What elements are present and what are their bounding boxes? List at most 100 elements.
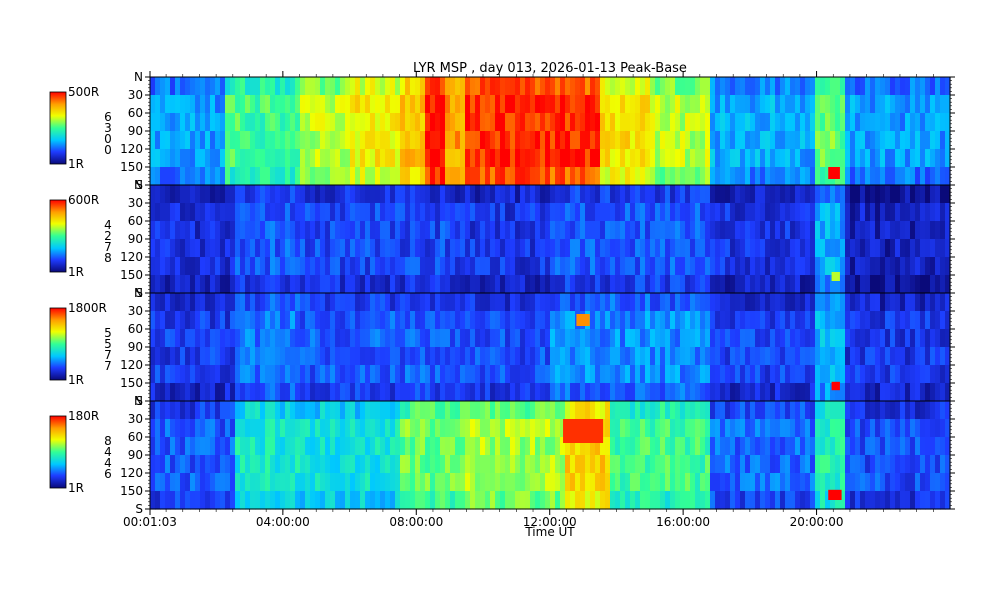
intensity-cell [535,95,541,114]
intensity-cell [445,347,451,366]
intensity-cell [895,257,901,276]
intensity-cell [420,293,426,312]
intensity-cell [655,239,661,258]
intensity-cell [780,491,786,510]
intensity-cell [195,221,201,240]
intensity-cell [450,365,456,384]
intensity-cell [405,437,411,456]
intensity-cell [370,257,376,276]
intensity-cell [595,185,601,204]
intensity-cell [215,491,221,510]
intensity-cell [265,401,271,420]
intensity-cell [785,437,791,456]
intensity-cell [645,365,651,384]
intensity-cell [190,275,196,294]
intensity-cell [845,149,851,168]
intensity-cell [815,203,821,222]
intensity-cell [830,149,836,168]
intensity-cell [260,167,266,186]
intensity-cell [855,455,861,474]
intensity-cell [205,293,211,312]
intensity-cell [605,167,611,186]
intensity-cell [200,167,206,186]
intensity-cell [910,473,916,492]
intensity-cell [230,167,236,186]
intensity-cell [900,293,906,312]
intensity-cell [435,491,441,510]
intensity-cell [460,473,466,492]
intensity-cell [600,95,606,114]
intensity-cell [945,293,951,312]
intensity-cell [610,203,616,222]
intensity-cell [490,239,496,258]
intensity-cell [865,347,871,366]
intensity-cell [710,491,716,510]
intensity-cell [440,455,446,474]
intensity-cell [380,365,386,384]
intensity-cell [190,365,196,384]
intensity-cell [885,95,891,114]
intensity-cell [910,239,916,258]
intensity-cell [920,365,926,384]
intensity-cell [560,455,566,474]
intensity-cell [325,347,331,366]
intensity-cell [600,383,606,402]
intensity-cell [340,257,346,276]
intensity-cell [450,473,456,492]
intensity-cell [400,185,406,204]
intensity-cell [440,203,446,222]
intensity-cell [180,131,186,150]
intensity-cell [505,293,511,312]
intensity-cell [230,77,236,96]
intensity-cell [505,203,511,222]
intensity-cell [725,221,731,240]
intensity-cell [690,329,696,348]
intensity-cell [285,185,291,204]
intensity-cell [860,401,866,420]
intensity-cell [495,473,501,492]
intensity-cell [910,347,916,366]
intensity-cell [435,311,441,330]
intensity-cell [550,383,556,402]
intensity-cell [165,149,171,168]
intensity-cell [485,365,491,384]
intensity-cell [895,221,901,240]
intensity-cell [410,311,416,330]
intensity-cell [760,113,766,132]
x-tick-label: 08:00:00 [389,515,443,529]
intensity-cell [240,437,246,456]
intensity-cell [730,113,736,132]
aurora-hotspot [828,489,842,500]
intensity-cell [705,329,711,348]
intensity-cell [845,437,851,456]
intensity-cell [710,293,716,312]
intensity-cell [240,239,246,258]
intensity-cell [595,167,601,186]
intensity-cell [815,419,821,438]
intensity-cell [180,347,186,366]
intensity-cell [565,257,571,276]
intensity-cell [750,329,756,348]
intensity-cell [585,95,591,114]
intensity-cell [670,131,676,150]
intensity-cell [615,203,621,222]
intensity-cell [865,311,871,330]
intensity-cell [310,473,316,492]
intensity-cell [205,437,211,456]
intensity-cell [235,347,241,366]
intensity-cell [560,401,566,420]
intensity-cell [720,437,726,456]
intensity-cell [865,203,871,222]
intensity-cell [770,401,776,420]
intensity-cell [945,311,951,330]
intensity-cell [480,275,486,294]
intensity-cell [160,329,166,348]
intensity-cell [875,329,881,348]
intensity-cell [765,473,771,492]
intensity-cell [575,149,581,168]
intensity-cell [375,437,381,456]
intensity-cell [700,131,706,150]
intensity-cell [600,347,606,366]
intensity-cell [510,419,516,438]
intensity-cell [545,293,551,312]
